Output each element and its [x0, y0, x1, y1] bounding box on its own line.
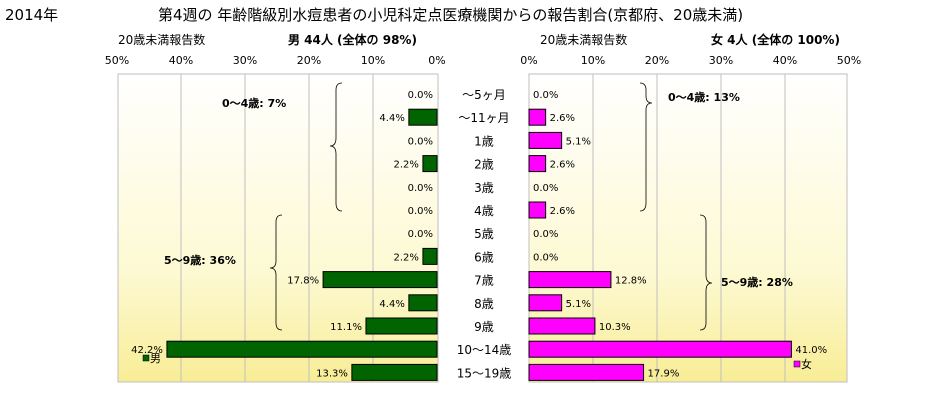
left-data-label: 0.0% — [408, 206, 433, 217]
category-label: 9歳 — [474, 320, 494, 334]
left-tick-label: 10% — [361, 54, 385, 67]
right-legend-swatch — [793, 360, 801, 368]
left-data-label: 42.2% — [131, 345, 163, 356]
left-bar — [422, 247, 438, 265]
category-label: 10〜14歳 — [457, 343, 512, 357]
left-legend-label: 男 — [150, 352, 161, 365]
right-data-label: 0.0% — [533, 229, 558, 240]
left-data-label: 17.8% — [287, 276, 319, 287]
right-bar — [528, 155, 547, 173]
right-tick-label: 0% — [520, 54, 537, 67]
left-bar — [166, 340, 438, 358]
right-tick-label: 50% — [837, 54, 861, 67]
right-bar — [528, 131, 563, 149]
right-axis-caption: 20歳未満報告数 — [540, 32, 627, 47]
category-label: 1歳 — [474, 134, 494, 148]
right-bar — [528, 294, 563, 312]
category-label: 3歳 — [474, 181, 494, 195]
right-data-label: 2.6% — [550, 113, 575, 124]
right-bar — [528, 108, 547, 126]
left-bar — [365, 317, 438, 335]
right-plot-area — [528, 73, 848, 383]
left-brace-0-4 — [329, 82, 343, 212]
right-data-label: 41.0% — [795, 345, 827, 356]
category-label: 4歳 — [474, 204, 494, 218]
right-annotation-5-9: 5〜9歳: 28% — [721, 275, 793, 289]
left-tick-label: 40% — [169, 54, 193, 67]
right-bar — [528, 201, 547, 219]
left-data-label: 2.2% — [394, 160, 419, 171]
left-bar — [422, 155, 438, 173]
left-data-labels: 0.0% 4.4% 0.0% 2.2% 0.0% 0.0% 0.0% 2.2% 17.8% 4.4… — [131, 90, 433, 379]
right-data-label: 0.0% — [533, 90, 558, 101]
right-tick-label: 10% — [581, 54, 605, 67]
left-bar — [408, 108, 438, 126]
left-data-label: 0.0% — [408, 136, 433, 147]
left-data-label: 4.4% — [379, 113, 404, 124]
right-tick-label: 30% — [709, 54, 733, 67]
left-data-label: 0.0% — [408, 90, 433, 101]
right-tick-labels: 0% 10% 20% 30% 40% 50% — [520, 54, 861, 67]
left-gridlines — [180, 74, 374, 382]
chart-title: 第4週の 年齢階級別水痘患者の小児科定点医療機関からの報告割合(京都府、20歳未… — [158, 6, 743, 24]
category-label: 8歳 — [474, 297, 494, 311]
right-data-label: 17.9% — [648, 368, 680, 379]
left-panel-heading: 男 44人 (全体の 98%) — [288, 32, 417, 47]
left-bar — [408, 294, 438, 312]
left-data-label: 11.1% — [330, 322, 362, 333]
right-bars — [528, 108, 792, 381]
right-data-label: 5.1% — [566, 299, 591, 310]
right-tick-label: 40% — [773, 54, 797, 67]
year-label: 2014年 — [5, 6, 58, 24]
right-data-label: 2.6% — [550, 160, 575, 171]
right-panel-heading: 女 4人 (全体の 100%) — [711, 32, 840, 47]
category-label: 〜5ヶ月 — [462, 88, 506, 102]
category-label: 15〜19歳 — [457, 366, 512, 380]
category-label: 7歳 — [474, 274, 494, 288]
category-label: 6歳 — [474, 250, 494, 264]
left-legend-swatch — [142, 354, 150, 362]
right-legend-label: 女 — [801, 357, 812, 371]
left-bar — [351, 363, 438, 381]
right-bar — [528, 363, 645, 381]
left-annotation-0-4: 0〜4歳: 7% — [222, 96, 286, 110]
right-brace-5-9 — [699, 214, 713, 331]
category-labels: 〜5ヶ月〜11ヶ月 1歳 2歳 3歳 4歳 5歳 6歳 7歳 8歳 9歳 10〜14歳 15〜19歳 — [457, 88, 512, 380]
right-annotation-0-4: 0〜4歳: 13% — [668, 90, 740, 104]
right-bar — [528, 340, 792, 358]
right-brace-0-4 — [639, 82, 653, 212]
left-data-label: 0.0% — [408, 229, 433, 240]
right-data-labels: 0.0% 2.6% 5.1% 2.6% 0.0% 2.6% 0.0% 0.0% 12.8% 5.1… — [533, 90, 827, 379]
right-data-label: 12.8% — [615, 276, 647, 287]
left-tick-label: 0% — [428, 54, 445, 67]
right-data-label: 0.0% — [533, 252, 558, 263]
left-tick-label: 20% — [297, 54, 321, 67]
left-data-label: 0.0% — [408, 183, 433, 194]
right-tick-label: 20% — [645, 54, 669, 67]
category-label: 〜11ヶ月 — [458, 111, 509, 125]
left-bars — [166, 108, 438, 381]
right-data-label: 2.6% — [550, 206, 575, 217]
left-data-label: 13.3% — [316, 368, 348, 379]
category-label: 5歳 — [474, 227, 494, 241]
category-label: 2歳 — [474, 158, 494, 172]
left-tick-label: 50% — [105, 54, 129, 67]
left-bar — [322, 271, 438, 289]
right-data-label: 0.0% — [533, 183, 558, 194]
left-tick-label: 30% — [233, 54, 257, 67]
left-axis-caption: 20歳未満報告数 — [118, 32, 205, 47]
left-annotation-5-9: 5〜9歳: 36% — [164, 253, 236, 267]
left-data-label: 2.2% — [394, 252, 419, 263]
right-bar — [528, 317, 596, 335]
left-tick-labels: 50% 40% 30% 20% 10% 0% — [105, 54, 446, 67]
left-data-label: 4.4% — [379, 299, 404, 310]
right-data-label: 10.3% — [599, 322, 631, 333]
left-brace-5-9 — [269, 214, 283, 331]
right-data-label: 5.1% — [566, 136, 591, 147]
right-bar — [528, 271, 612, 289]
